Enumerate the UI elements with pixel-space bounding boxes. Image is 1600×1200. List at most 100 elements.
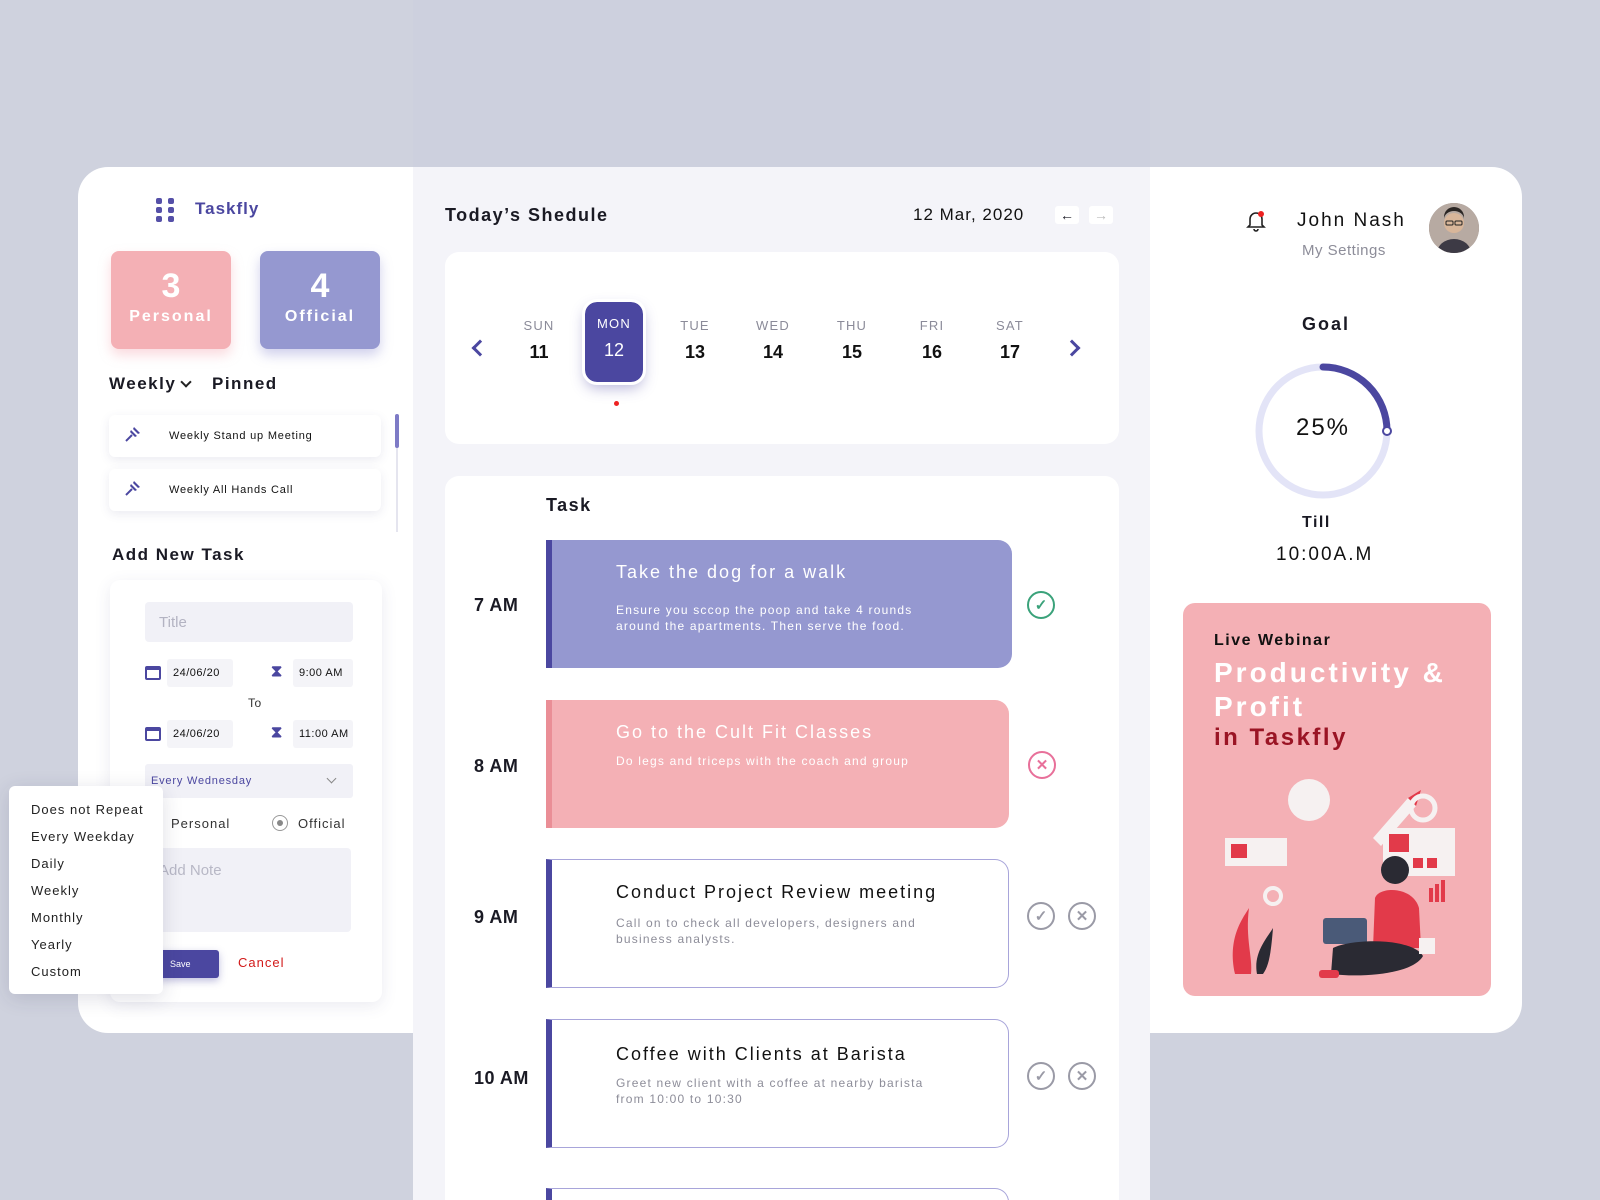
- hourglass-icon: ⧗: [271, 663, 283, 680]
- check-icon[interactable]: ✓: [1027, 902, 1055, 930]
- to-label: To: [248, 696, 262, 710]
- repeat-select[interactable]: Every Wednesday: [145, 764, 353, 798]
- promo-kicker: Live Webinar: [1214, 632, 1332, 649]
- day-sat[interactable]: SAT 17: [982, 318, 1038, 363]
- day-fri[interactable]: FRI 16: [904, 318, 960, 363]
- day-number: 11: [529, 342, 549, 362]
- task-title: Conduct Project Review meeting: [616, 882, 938, 902]
- day-name: WED: [756, 318, 790, 333]
- radio-personal-label: Personal: [171, 816, 231, 831]
- menu-item-monthly[interactable]: Monthly: [31, 910, 84, 925]
- pinned-scrollbar[interactable]: [396, 414, 398, 532]
- day-wed[interactable]: WED 14: [745, 318, 801, 363]
- task-card-dog-walk[interactable]: Take the dog for a walk Ensure you sccop…: [546, 540, 1012, 668]
- chevron-down-icon: [326, 773, 337, 784]
- event-indicator-dot: [614, 401, 619, 406]
- task-card-project-review[interactable]: Conduct Project Review meeting Call on t…: [546, 859, 1009, 988]
- pin-icon: [123, 424, 147, 449]
- menu-item-daily[interactable]: Daily: [31, 856, 65, 871]
- pinned-scroll-thumb[interactable]: [395, 414, 399, 448]
- start-time-field[interactable]: 9:00 AM: [293, 659, 353, 687]
- hourglass-icon: ⧗: [271, 724, 283, 741]
- schedule-title: Today’s Shedule: [445, 205, 609, 225]
- close-icon[interactable]: ✕: [1068, 902, 1096, 930]
- task-time: 8 AM: [474, 756, 519, 776]
- day-name: SUN: [523, 318, 555, 333]
- save-button[interactable]: Save: [158, 950, 219, 978]
- task-title-input[interactable]: [145, 602, 353, 642]
- start-date-field[interactable]: 24/06/20: [167, 659, 233, 687]
- close-icon[interactable]: ✕: [1068, 1062, 1096, 1090]
- task-title: Go to the Cult Fit Classes: [616, 722, 874, 742]
- day-tue[interactable]: TUE 13: [667, 318, 723, 363]
- add-task-heading: Add New Task: [112, 545, 245, 564]
- weekly-filter-label: Weekly: [109, 374, 177, 393]
- pinned-tab[interactable]: Pinned: [212, 374, 278, 393]
- arrow-right-icon[interactable]: →: [1089, 206, 1113, 224]
- pinned-item-label: Weekly Stand up Meeting: [169, 430, 313, 442]
- goal-label: Goal: [1302, 314, 1351, 334]
- day-number: 17: [999, 342, 1021, 362]
- pinned-item[interactable]: Weekly Stand up Meeting: [109, 415, 381, 457]
- official-count: 4: [310, 267, 330, 305]
- close-icon[interactable]: ✕: [1028, 751, 1056, 779]
- pinned-item[interactable]: Weekly All Hands Call: [109, 469, 381, 511]
- day-name: MON: [597, 316, 631, 331]
- bell-icon[interactable]: [1246, 210, 1266, 238]
- task-card-coffee[interactable]: Coffee with Clients at Barista Greet new…: [546, 1019, 1009, 1148]
- menu-item-does-not-repeat[interactable]: Does not Repeat: [31, 802, 144, 817]
- task-title: Take the dog for a walk: [616, 562, 848, 582]
- goal-percent: 25%: [1295, 414, 1351, 441]
- day-sun[interactable]: SUN 11: [511, 318, 567, 363]
- check-icon[interactable]: ✓: [1027, 1062, 1055, 1090]
- schedule-date: 12 Mar, 2020: [913, 205, 1025, 224]
- day-mon-selected[interactable]: MON 12: [582, 299, 646, 385]
- task-title: Coffee with Clients at Barista: [616, 1044, 907, 1064]
- menu-item-weekly[interactable]: Weekly: [31, 883, 80, 898]
- avatar[interactable]: [1429, 203, 1479, 253]
- repeat-select-value: Every Wednesday: [151, 775, 253, 787]
- radio-official[interactable]: [272, 815, 288, 831]
- menu-item-custom[interactable]: Custom: [31, 964, 82, 979]
- task-card-cult-fit[interactable]: Go to the Cult Fit Classes Do legs and t…: [546, 700, 1009, 828]
- day-number: 16: [921, 342, 943, 362]
- pinned-item-label: Weekly All Hands Call: [169, 484, 294, 496]
- end-time-field[interactable]: 11:00 AM: [293, 720, 353, 748]
- task-description: Call on to check all developers, designe…: [616, 916, 917, 946]
- cancel-button[interactable]: Cancel: [238, 955, 285, 970]
- arrow-left-icon[interactable]: ←: [1055, 206, 1079, 224]
- webinar-promo-card[interactable]: Live Webinar Productivity & Profit in Ta…: [1183, 603, 1491, 996]
- task-description: Do legs and triceps with the coach and g…: [616, 754, 909, 768]
- promo-headline: Productivity & Profit: [1214, 657, 1446, 722]
- day-thu[interactable]: THU 15: [824, 318, 880, 363]
- till-label: Till: [1302, 514, 1331, 531]
- day-number: 14: [762, 342, 784, 362]
- week-calendar: [445, 252, 1119, 444]
- task-heading: Task: [546, 495, 592, 515]
- task-time: 9 AM: [474, 907, 519, 927]
- weekly-filter-dropdown[interactable]: Weekly: [109, 374, 192, 394]
- promo-illustration: [1225, 779, 1455, 978]
- pin-icon: [123, 478, 147, 503]
- task-description: Ensure you sccop the poop and take 4 rou…: [616, 603, 913, 633]
- task-description: Greet new client with a coffee at nearby…: [616, 1076, 924, 1106]
- personal-label: Personal: [129, 308, 213, 325]
- official-count-card[interactable]: 4 Official: [260, 251, 380, 349]
- personal-count-card[interactable]: 3 Personal: [111, 251, 231, 349]
- task-time: 10 AM: [474, 1068, 529, 1088]
- day-name: TUE: [680, 318, 710, 333]
- menu-item-yearly[interactable]: Yearly: [31, 937, 73, 952]
- chevron-down-icon: [180, 376, 192, 388]
- till-time: 10:00A.M: [1276, 544, 1374, 565]
- task-card[interactable]: [546, 1188, 1009, 1200]
- official-label: Official: [284, 308, 356, 325]
- day-name: FRI: [919, 318, 945, 333]
- end-date-field[interactable]: 24/06/20: [167, 720, 233, 748]
- settings-link[interactable]: My Settings: [1302, 242, 1386, 259]
- menu-item-every-weekday[interactable]: Every Weekday: [31, 829, 135, 844]
- check-icon[interactable]: ✓: [1027, 591, 1055, 619]
- logo-icon: [156, 198, 174, 222]
- app-name: Taskfly: [195, 199, 260, 218]
- add-note-field[interactable]: Add Note: [145, 848, 351, 932]
- calendar-icon: [145, 727, 161, 741]
